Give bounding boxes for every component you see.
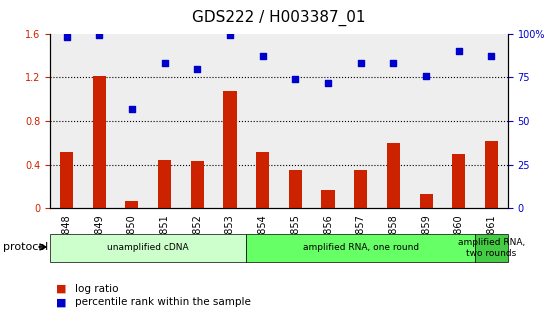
Bar (452, 154, 465, 208)
Point (160, 60, 169, 66)
Bar (485, 140, 498, 208)
Point (127, 106, 136, 112)
Point (389, 60, 398, 66)
Bar (60, 152, 73, 208)
Bar (420, 194, 432, 208)
Point (356, 60, 365, 66)
Text: GDS222 / H003387_01: GDS222 / H003387_01 (193, 10, 365, 26)
Text: percentile rank within the sample: percentile rank within the sample (75, 297, 251, 307)
Point (62, 34, 71, 40)
Point (454, 48, 463, 54)
Point (324, 80, 333, 85)
Text: ■: ■ (56, 284, 66, 294)
Text: ■: ■ (56, 297, 66, 307)
Point (258, 54, 267, 59)
Bar (223, 91, 237, 208)
FancyBboxPatch shape (475, 234, 508, 262)
Text: amplified RNA,
two rounds: amplified RNA, two rounds (458, 238, 525, 257)
Point (225, 33, 234, 38)
Text: protocol: protocol (3, 242, 48, 252)
Bar (354, 170, 367, 208)
Bar (387, 143, 400, 208)
Point (95, 33, 104, 38)
Bar (256, 152, 269, 208)
Bar (93, 76, 106, 208)
FancyBboxPatch shape (246, 234, 475, 262)
Point (422, 73, 431, 78)
FancyBboxPatch shape (50, 234, 246, 262)
Point (487, 54, 496, 59)
Point (193, 66, 202, 71)
Bar (126, 201, 138, 208)
Bar (158, 160, 171, 208)
Bar (321, 190, 335, 208)
Point (291, 76, 300, 82)
Text: amplified RNA, one round: amplified RNA, one round (302, 243, 418, 252)
Text: unamplified cDNA: unamplified cDNA (108, 243, 189, 252)
Bar (191, 161, 204, 208)
Text: log ratio: log ratio (75, 284, 119, 294)
Bar (289, 170, 302, 208)
